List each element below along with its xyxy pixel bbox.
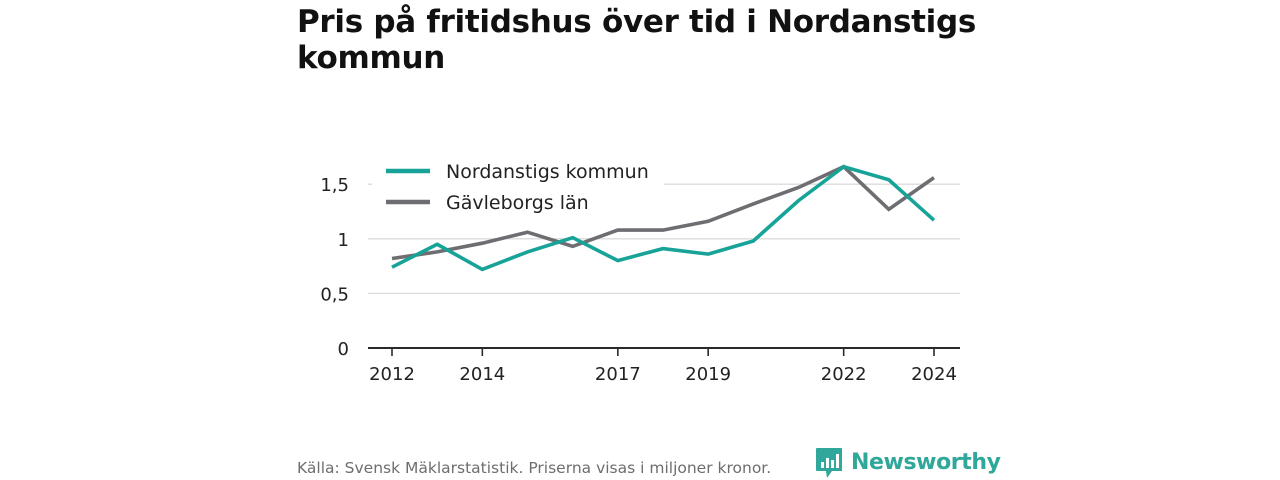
y-tick-label: 0,5 [320,284,349,305]
y-tick-label: 1,5 [320,175,349,196]
x-tick-label: 2022 [821,364,867,385]
x-tick-label: 2019 [685,364,731,385]
y-tick-label: 1 [338,230,349,251]
x-tick-label: 2014 [459,364,505,385]
y-tick-label: 0 [338,339,349,360]
legend-label: Gävleborgs län [446,192,589,214]
series-line-nordanstigs-kommun [391,164,936,272]
legend: Nordanstigs kommun Gävleborgs län [372,152,664,220]
newsworthy-bar-chart-icon [816,448,842,478]
source-note: Källa: Svensk Mäklarstatistik. Priserna … [297,459,772,477]
chart-title: Pris på fritidshus över tid i Nordanstig… [297,4,977,76]
brand-name: Newsworthy [851,450,1001,475]
brand-logo: Newsworthy [815,447,1001,479]
y-axis-tick-labels: 0 0,5 1 1,5 [320,175,349,360]
data-series [391,164,936,272]
legend-background [372,152,664,220]
x-tick-label: 2024 [911,364,957,385]
legend-label: Nordanstigs kommun [446,161,649,183]
x-axis: 2012 2014 2017 2019 2022 2024 [368,347,960,385]
x-tick-label: 2012 [369,364,415,385]
x-tick-label: 2017 [595,364,641,385]
